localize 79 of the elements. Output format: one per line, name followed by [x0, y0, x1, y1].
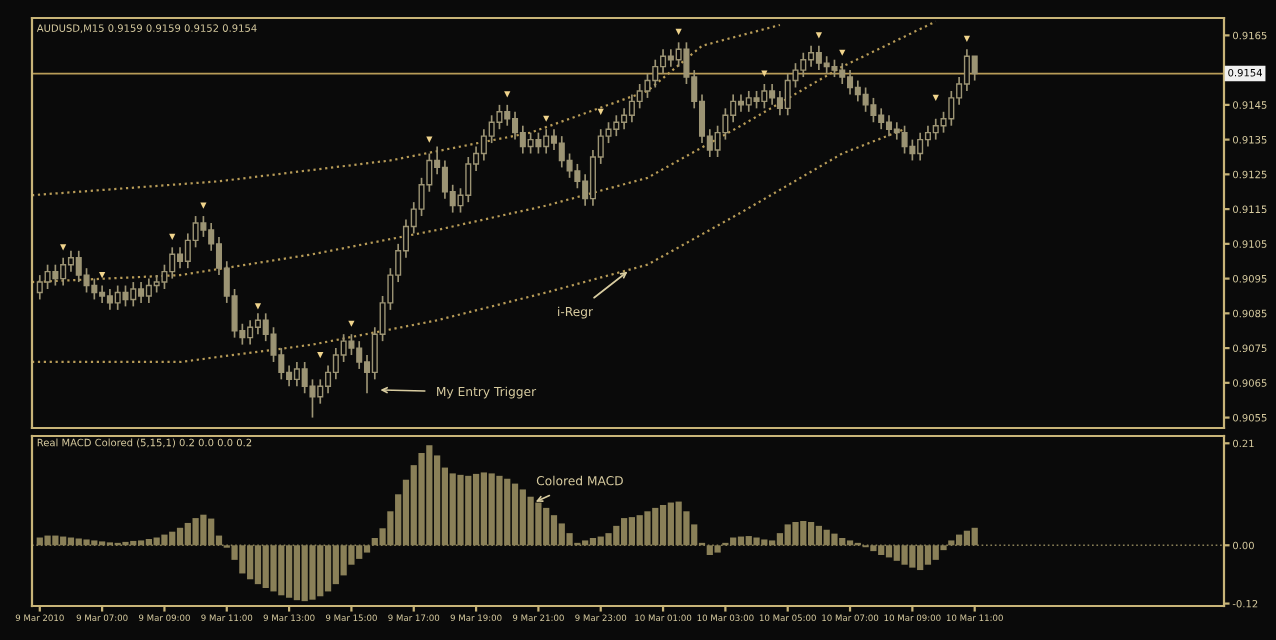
line-series: [32, 128, 906, 364]
candlestick: [67, 249, 74, 273]
candlestick: [200, 215, 207, 238]
candlestick: [52, 263, 59, 287]
candlestick: [909, 138, 916, 162]
candlestick: [800, 51, 807, 78]
point: [254, 303, 262, 310]
point: [932, 94, 939, 102]
candlestick: [293, 361, 300, 388]
candlestick: [527, 131, 534, 155]
candlestick: [737, 93, 744, 113]
point: [963, 35, 971, 42]
candlestick: [535, 131, 542, 155]
candlestick: [761, 83, 768, 110]
candlestick: [60, 256, 67, 287]
point: [60, 244, 67, 251]
candlestick: [348, 333, 355, 356]
candlestick: [815, 44, 822, 71]
candlestick: [496, 104, 503, 131]
point: [348, 320, 355, 327]
point: [761, 70, 768, 77]
point: [675, 28, 682, 35]
point: [317, 351, 324, 359]
candlestick: [971, 55, 978, 82]
candlestick: [130, 281, 137, 308]
candlestick: [145, 277, 152, 304]
candlestick: [628, 93, 635, 124]
candlestick: [356, 340, 363, 370]
candlestick: [301, 361, 308, 395]
candlestick: [839, 62, 846, 85]
candlestick: [332, 347, 339, 381]
candlestick: [480, 128, 487, 162]
point: [504, 91, 511, 98]
candlestick: [44, 263, 51, 290]
candlestick: [519, 124, 526, 155]
candlestick: [745, 90, 752, 113]
candlestick: [924, 124, 931, 148]
candlestick: [247, 319, 254, 346]
candlestick: [870, 97, 877, 124]
candlestick: [917, 131, 924, 162]
candlestick: [91, 277, 98, 301]
candlestick: [847, 69, 854, 96]
candlestick: [613, 114, 620, 137]
candlestick: [114, 284, 121, 311]
candlestick: [512, 110, 519, 141]
candlestick: [893, 121, 900, 141]
point: [815, 32, 822, 39]
candlestick: [808, 44, 815, 68]
candlestick: [948, 90, 955, 127]
candlestick: [621, 107, 628, 131]
candlestick: [932, 117, 939, 141]
candlestick: [317, 378, 324, 405]
point: [99, 272, 106, 279]
candlestick: [558, 135, 565, 169]
candlestick: [769, 83, 776, 106]
point: [169, 233, 176, 240]
candlestick: [885, 114, 893, 137]
candlestick: [823, 55, 830, 75]
candlestick: [543, 128, 550, 155]
candlestick: [652, 58, 659, 89]
candlestick: [176, 246, 184, 270]
candlestick: [441, 159, 448, 200]
candlestick: [75, 249, 82, 283]
candlestick: [138, 281, 145, 304]
candlestick: [122, 284, 129, 308]
candlestick: [169, 246, 176, 280]
candlestick: [660, 48, 667, 75]
candlestick: [36, 274, 43, 301]
candlestick: [636, 83, 643, 110]
candlestick: [465, 156, 472, 203]
candlestick: [854, 79, 861, 103]
candlestick: [862, 86, 869, 113]
candlestick: [963, 48, 970, 92]
candlestick: [878, 107, 885, 131]
candlestick: [504, 104, 511, 127]
candlestick: [901, 124, 908, 155]
candlestick: [254, 312, 261, 336]
candlestick: [106, 288, 113, 311]
candlestick: [784, 72, 791, 117]
